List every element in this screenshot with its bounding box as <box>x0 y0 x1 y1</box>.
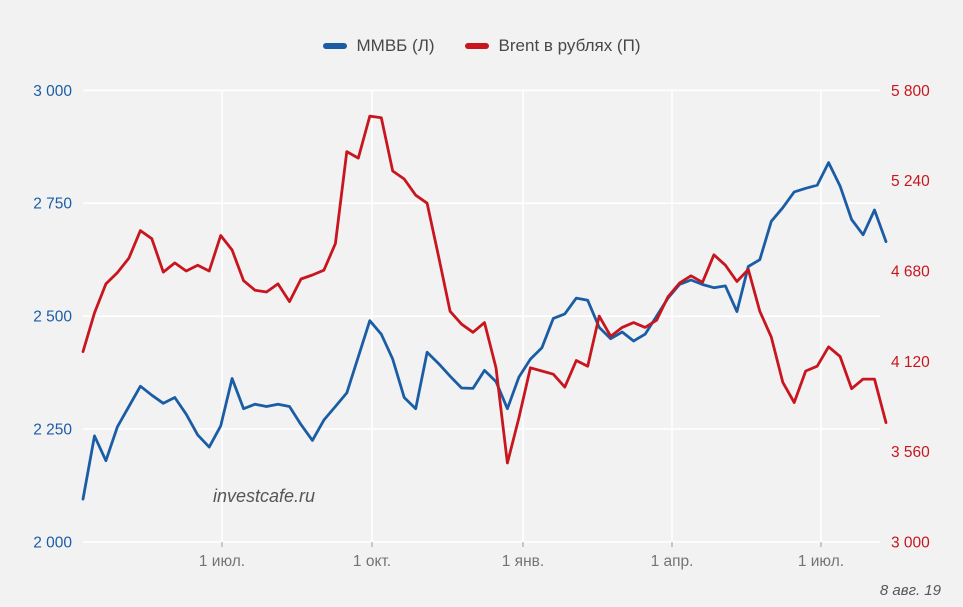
right-axis-tick-label: 5 800 <box>891 83 930 100</box>
legend-item-brent: Brent в рублях (П) <box>464 36 641 56</box>
watermark: investcafe.ru <box>213 486 316 506</box>
legend-item-mmvb: ММВБ (Л) <box>322 36 435 56</box>
x-axis-tick-label: 1 апр. <box>651 553 694 570</box>
left-axis-tick-label: 2 000 <box>33 535 72 552</box>
legend-label-mmvb: ММВБ (Л) <box>356 36 435 55</box>
x-axis-tick-label: 1 июл. <box>199 553 245 570</box>
mmvb-series-swatch-icon <box>322 43 347 49</box>
x-axis-tick-label: 1 янв. <box>502 553 544 570</box>
x-axis-tick-label: 1 июл. <box>798 553 844 570</box>
series-line-mmvb <box>81 161 888 501</box>
right-axis-tick-label: 3 000 <box>891 535 930 552</box>
legend: ММВБ (Л) Brent в рублях (П) <box>0 36 963 56</box>
legend-label-brent: Brent в рублях (П) <box>498 36 641 55</box>
series-line-brent <box>81 114 888 465</box>
brent-series-swatch-icon <box>464 43 489 49</box>
right-axis-tick-label: 3 560 <box>891 444 930 461</box>
right-axis-tick-label: 4 680 <box>891 263 930 280</box>
left-axis-tick-label: 2 250 <box>33 422 72 439</box>
left-axis-tick-label: 2 500 <box>33 309 72 326</box>
left-axis-tick-label: 3 000 <box>33 83 72 100</box>
date-note: 8 авг. 19 <box>879 582 941 599</box>
x-axis-tick-label: 1 окт. <box>353 553 391 570</box>
right-axis-tick-label: 4 120 <box>891 354 930 371</box>
left-axis-tick-label: 2 750 <box>33 196 72 213</box>
right-axis-tick-label: 5 240 <box>891 173 930 190</box>
